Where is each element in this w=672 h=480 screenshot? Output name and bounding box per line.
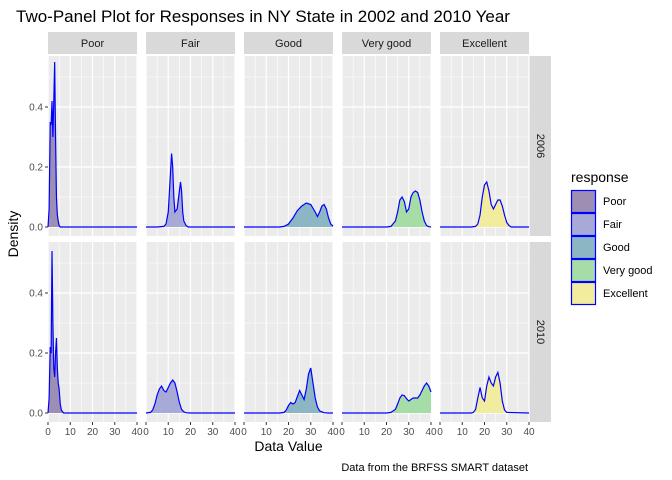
facet-strip-label: Fair xyxy=(181,38,200,50)
legend-key xyxy=(570,235,597,260)
row-strip-0 xyxy=(529,56,551,236)
x-tick-label: 20 xyxy=(381,427,393,438)
x-tick-label: 30 xyxy=(501,427,513,438)
legend-key xyxy=(570,212,597,237)
y-tick-label: 0.2 xyxy=(29,349,43,360)
chart-title: Two-Panel Plot for Responses in NY State… xyxy=(16,7,510,26)
facet-panels: Poor Fair Good Very good Excellent200620100.… xyxy=(29,32,551,438)
density-area-2010-very-good xyxy=(342,383,431,413)
legend: response Poor Fair Good Very good Excellent xyxy=(570,169,653,306)
legend-label: Fair xyxy=(603,219,622,231)
density-line-2010-excellent xyxy=(440,370,530,414)
row-strip-1 xyxy=(529,242,551,422)
density-area-2010-excellent xyxy=(440,372,529,413)
density-line-2006-excellent xyxy=(440,180,529,228)
row-strip-label: 2010 xyxy=(534,320,546,344)
x-tick-label: 40 xyxy=(327,427,339,438)
legend-key xyxy=(570,281,597,306)
x-axis-label: Data Value xyxy=(254,438,322,454)
density-line-2006-poor xyxy=(47,61,137,228)
x-tick-label: 10 xyxy=(163,427,175,438)
facet-strip-2 xyxy=(244,32,333,54)
density-line-2010-poor xyxy=(47,250,137,414)
x-tick-label: 0 xyxy=(339,427,345,438)
x-tick-label: 10 xyxy=(65,427,77,438)
density-line-2010-good xyxy=(244,367,333,414)
x-tick-label: 30 xyxy=(207,427,219,438)
x-tick-label: 20 xyxy=(185,427,197,438)
x-tick-label: 10 xyxy=(457,427,469,438)
x-tick-label: 20 xyxy=(87,427,99,438)
facet-strip-3 xyxy=(342,32,431,54)
legend-key xyxy=(570,258,597,283)
facet-strip-label: Very good xyxy=(362,38,412,50)
density-area-2006-very-good xyxy=(342,191,431,227)
facet-strip-0 xyxy=(48,32,137,54)
density-line-2006-good xyxy=(244,202,334,228)
density-line-2010-very-good xyxy=(342,381,432,414)
facet-strip-1 xyxy=(146,32,235,54)
facet-strip-4 xyxy=(440,32,529,54)
legend-label: Excellent xyxy=(603,288,648,300)
density-area-2006-good xyxy=(244,203,333,227)
row-strip-label: 2006 xyxy=(534,134,546,158)
x-tick-label: 40 xyxy=(523,427,535,438)
x-tick-label: 0 xyxy=(241,427,247,438)
x-tick-label: 0 xyxy=(437,427,443,438)
x-tick-label: 0 xyxy=(45,427,51,438)
x-tick-label: 40 xyxy=(131,427,143,438)
legend-label: Poor xyxy=(603,196,627,208)
legend-title: response xyxy=(571,169,629,185)
y-tick-label: 0.0 xyxy=(29,223,43,234)
x-tick-label: 30 xyxy=(109,427,121,438)
density-area-2006-excellent xyxy=(440,182,529,227)
y-tick-label: 0.2 xyxy=(29,163,43,174)
x-tick-label: 0 xyxy=(143,427,149,438)
density-line-2006-very-good xyxy=(342,190,432,228)
density-area-2010-good xyxy=(244,368,333,413)
x-tick-label: 30 xyxy=(305,427,317,438)
chart-caption: Data from the BRFSS SMART dataset xyxy=(341,462,528,474)
density-line-2006-fair xyxy=(146,153,235,228)
density-area-2010-poor xyxy=(48,251,137,413)
x-tick-label: 20 xyxy=(283,427,295,438)
x-tick-label: 30 xyxy=(403,427,415,438)
x-tick-label: 40 xyxy=(425,427,437,438)
y-axis-label: Density xyxy=(5,211,21,258)
y-tick-label: 0.4 xyxy=(29,103,43,114)
facet-strip-label: Poor xyxy=(81,38,105,50)
x-tick-label: 40 xyxy=(229,427,241,438)
y-tick-label: 0.0 xyxy=(29,409,43,420)
x-tick-label: 20 xyxy=(479,427,491,438)
facet-strip-label: Good xyxy=(275,38,302,50)
legend-label: Good xyxy=(603,242,630,254)
density-line-2010-fair xyxy=(145,378,235,414)
facet-strip-label: Excellent xyxy=(462,38,507,50)
legend-key xyxy=(570,189,597,214)
legend-label: Very good xyxy=(603,265,653,277)
x-tick-label: 10 xyxy=(359,427,371,438)
x-tick-label: 10 xyxy=(261,427,273,438)
y-tick-label: 0.4 xyxy=(29,289,43,300)
